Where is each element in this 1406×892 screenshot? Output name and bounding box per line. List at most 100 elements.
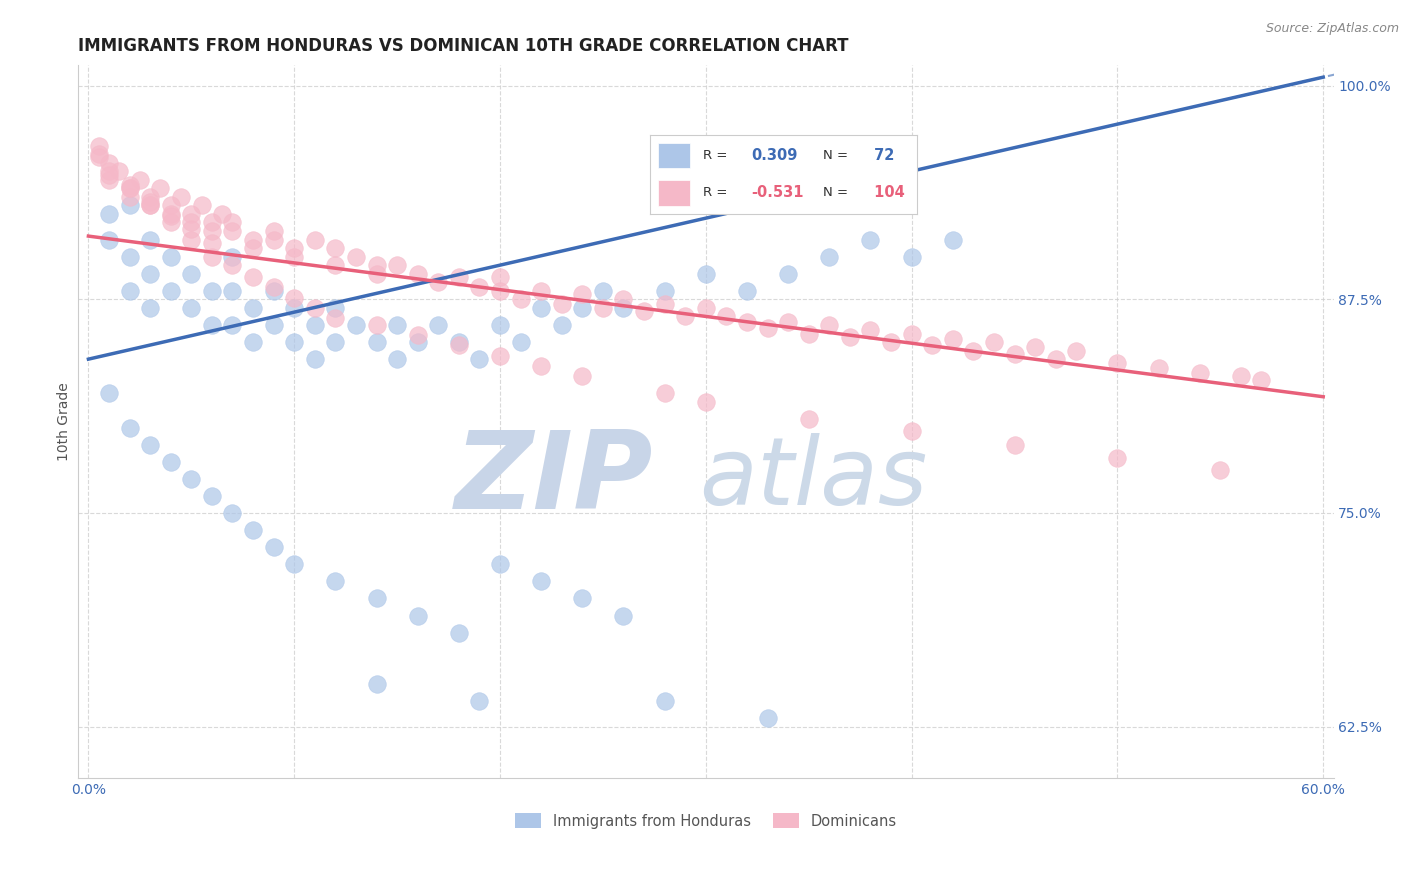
Text: 104: 104 xyxy=(869,186,904,201)
Point xyxy=(118,178,141,192)
Point xyxy=(778,314,800,328)
Point xyxy=(201,215,224,229)
Point xyxy=(118,198,141,212)
Point xyxy=(139,198,162,212)
Point xyxy=(304,352,326,367)
Point xyxy=(1045,352,1067,367)
Point xyxy=(180,233,202,247)
Point xyxy=(735,314,758,328)
Point xyxy=(139,267,162,281)
Point xyxy=(447,270,470,285)
Point xyxy=(366,267,388,281)
Point xyxy=(489,349,512,363)
Point xyxy=(385,318,408,332)
Point xyxy=(406,267,429,281)
Point xyxy=(159,284,181,298)
Point xyxy=(87,151,110,165)
Point xyxy=(180,472,202,486)
Point xyxy=(447,625,470,640)
Point xyxy=(325,334,347,349)
Text: N =: N = xyxy=(824,149,848,162)
Point xyxy=(654,284,676,298)
Point xyxy=(900,424,922,438)
Point xyxy=(221,506,243,520)
Point xyxy=(118,190,141,204)
Point xyxy=(159,250,181,264)
Point xyxy=(695,301,717,315)
Point xyxy=(385,352,408,367)
Point xyxy=(654,694,676,708)
Point xyxy=(201,489,224,503)
Point xyxy=(242,270,264,285)
Point xyxy=(509,334,531,349)
Point xyxy=(489,270,512,285)
Point xyxy=(180,215,202,229)
Point xyxy=(118,284,141,298)
Point xyxy=(612,608,634,623)
Point xyxy=(139,194,162,209)
Point xyxy=(1209,463,1232,477)
Point xyxy=(263,318,285,332)
Point xyxy=(447,334,470,349)
Point xyxy=(304,301,326,315)
Point xyxy=(98,155,121,169)
Point xyxy=(530,301,553,315)
Point xyxy=(159,455,181,469)
Point xyxy=(654,297,676,311)
Point xyxy=(325,311,347,326)
Y-axis label: 10th Grade: 10th Grade xyxy=(58,382,72,461)
Point xyxy=(325,258,347,272)
Text: atlas: atlas xyxy=(700,433,928,524)
Point xyxy=(1230,369,1253,384)
Point xyxy=(695,395,717,409)
Point xyxy=(942,332,965,346)
Point xyxy=(201,318,224,332)
Point xyxy=(87,138,110,153)
Point xyxy=(571,591,593,606)
Point xyxy=(283,241,305,255)
Point xyxy=(283,301,305,315)
Point xyxy=(1064,343,1087,358)
Point xyxy=(325,301,347,315)
Point xyxy=(263,540,285,554)
Point xyxy=(263,284,285,298)
Point xyxy=(366,318,388,332)
Point xyxy=(159,209,181,223)
Point xyxy=(242,241,264,255)
Point xyxy=(263,233,285,247)
Point xyxy=(778,267,800,281)
Point xyxy=(406,328,429,343)
Point xyxy=(880,334,903,349)
Point xyxy=(242,523,264,537)
Point xyxy=(242,233,264,247)
Point xyxy=(530,359,553,373)
Point xyxy=(468,352,491,367)
Point xyxy=(180,207,202,221)
Point xyxy=(797,326,820,341)
Point xyxy=(612,293,634,307)
Point xyxy=(180,222,202,236)
Point xyxy=(159,215,181,229)
Point xyxy=(1107,451,1129,466)
Point xyxy=(201,284,224,298)
Text: R =: R = xyxy=(703,186,727,200)
Point xyxy=(447,338,470,352)
Point xyxy=(159,207,181,221)
Point xyxy=(180,267,202,281)
Point xyxy=(551,297,574,311)
Point xyxy=(366,258,388,272)
Point xyxy=(221,224,243,238)
Point xyxy=(1024,340,1046,354)
Point xyxy=(571,301,593,315)
Point xyxy=(139,190,162,204)
Point xyxy=(468,280,491,294)
Point xyxy=(489,558,512,572)
Point xyxy=(242,301,264,315)
Point xyxy=(98,233,121,247)
Point xyxy=(263,224,285,238)
Text: ZIP: ZIP xyxy=(454,425,654,532)
Text: R =: R = xyxy=(703,149,727,162)
Point xyxy=(1188,366,1211,380)
Point xyxy=(118,420,141,434)
Point xyxy=(366,677,388,691)
